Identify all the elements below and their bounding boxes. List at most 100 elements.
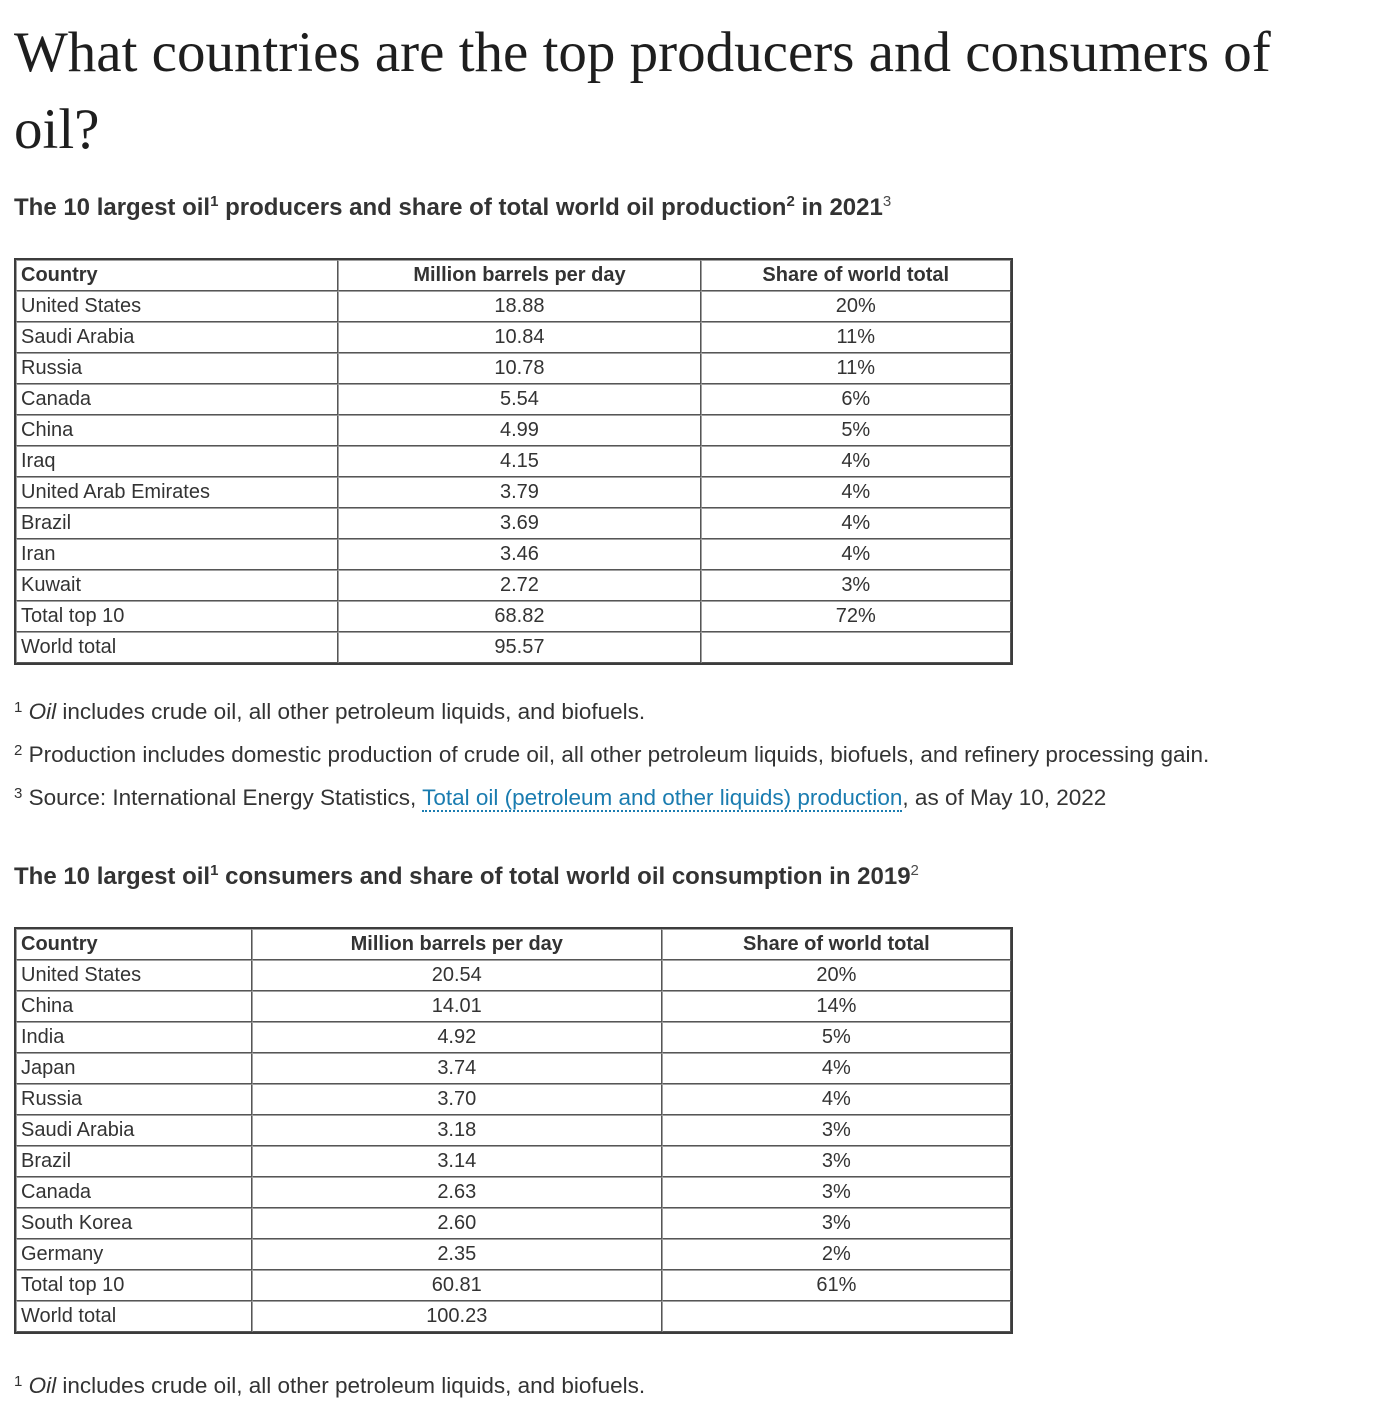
column-header-country: Country [16,260,339,291]
value-cell: 3.18 [251,1115,662,1146]
table-row: South Korea 2.60 3% [16,1208,1011,1239]
country-cell: Iran [16,539,339,570]
value-cell: 3.14 [251,1146,662,1177]
table-row: Canada 5.54 6% [16,384,1011,415]
table-row: China 14.01 14% [16,991,1011,1022]
country-cell: China [16,415,339,446]
share-cell: 4% [700,446,1011,477]
value-cell: 4.92 [251,1022,662,1053]
table-row: Brazil 3.14 3% [16,1146,1011,1177]
footnote-ref-1: 1 [210,862,219,879]
value-cell: 4.15 [338,446,701,477]
country-cell: Kuwait [16,570,339,601]
footnote-number: 3 [14,785,23,802]
page-title: What countries are the top producers and… [14,21,1271,161]
share-cell: 4% [661,1053,1011,1084]
share-cell [700,632,1011,663]
share-cell: 11% [700,322,1011,353]
share-cell: 2% [661,1239,1011,1270]
value-cell: 3.69 [338,508,701,539]
producers-heading-text: producers and share of total world oil p… [218,194,787,221]
country-cell: Total top 10 [16,601,339,632]
share-cell: 11% [700,353,1011,384]
footnote-1: 1 Oil includes crude oil, all other petr… [14,692,1364,735]
country-cell: United States [16,960,252,991]
share-cell: 4% [700,508,1011,539]
country-cell: Germany [16,1239,252,1270]
table-row: Canada 2.63 3% [16,1177,1011,1208]
country-cell: Brazil [16,1146,252,1177]
country-cell: Canada [16,384,339,415]
footnote-italic-term: Oil [22,699,57,724]
share-cell: 14% [661,991,1011,1022]
table-row: United States 18.88 20% [16,291,1011,322]
share-cell: 3% [661,1146,1011,1177]
table-row: United Arab Emirates 3.79 4% [16,477,1011,508]
value-cell: 3.79 [338,477,701,508]
production-source-link[interactable]: Total oil (petroleum and other liquids) … [422,785,903,812]
footnote-ref-2: 2 [786,193,795,210]
table-header-row: Country Million barrels per day Share of… [16,929,1011,960]
footnote-text: includes crude oil, all other petroleum … [56,699,646,724]
country-cell: Total top 10 [16,1270,252,1301]
value-cell: 3.70 [251,1084,662,1115]
column-header-barrels: Million barrels per day [338,260,701,291]
column-header-country: Country [16,929,252,960]
value-cell: 18.88 [338,291,701,322]
consumers-table: Country Million barrels per day Share of… [14,927,1013,1334]
share-cell: 20% [700,291,1011,322]
consumers-heading: The 10 largest oil1 consumers and share … [14,862,1364,891]
footnote-text: Production includes domestic production … [22,742,1210,767]
share-cell: 4% [700,539,1011,570]
footnote-ref-3: 3 [882,193,892,210]
share-cell: 3% [661,1115,1011,1146]
value-cell: 10.84 [338,322,701,353]
share-cell: 3% [661,1208,1011,1239]
share-cell: 3% [700,570,1011,601]
share-cell: 5% [700,415,1011,446]
footnote-number: 1 [14,1373,23,1390]
country-cell: World total [16,1301,252,1332]
footnote-text: Source: International Energy Statistics, [22,785,423,810]
footnote-number: 2 [14,742,23,759]
country-cell: Russia [16,353,339,384]
producers-footnotes: 1 Oil includes crude oil, all other petr… [14,692,1364,821]
footnote-2: 2 Production includes domestic productio… [14,735,1364,778]
table-row: Total top 10 68.82 72% [16,601,1011,632]
value-cell: 2.60 [251,1208,662,1239]
value-cell: 3.74 [251,1053,662,1084]
country-cell: South Korea [16,1208,252,1239]
producers-table: Country Million barrels per day Share of… [14,258,1013,665]
table-row: Russia 3.70 4% [16,1084,1011,1115]
table-row: United States 20.54 20% [16,960,1011,991]
share-cell: 20% [661,960,1011,991]
country-cell: United Arab Emirates [16,477,339,508]
share-cell [661,1301,1011,1332]
country-cell: World total [16,632,339,663]
value-cell: 20.54 [251,960,662,991]
value-cell: 10.78 [338,353,701,384]
share-cell: 5% [661,1022,1011,1053]
country-cell: Saudi Arabia [16,322,339,353]
consumers-heading-text: consumers and share of total world oil c… [218,863,911,890]
table-row: Kuwait 2.72 3% [16,570,1011,601]
producers-heading-text: The 10 largest oil [14,194,211,221]
table-header-row: Country Million barrels per day Share of… [16,260,1011,291]
country-cell: United States [16,291,339,322]
producers-heading: The 10 largest oil1 producers and share … [14,193,1364,222]
country-cell: Japan [16,1053,252,1084]
table-row: Germany 2.35 2% [16,1239,1011,1270]
value-cell: 14.01 [251,991,662,1022]
table-row: Iran 3.46 4% [16,539,1011,570]
country-cell: India [16,1022,252,1053]
table-row: Saudi Arabia 3.18 3% [16,1115,1011,1146]
share-cell: 3% [661,1177,1011,1208]
share-cell: 4% [661,1084,1011,1115]
table-row: Saudi Arabia 10.84 11% [16,322,1011,353]
country-cell: Canada [16,1177,252,1208]
value-cell: 2.35 [251,1239,662,1270]
share-cell: 61% [661,1270,1011,1301]
value-cell: 2.72 [338,570,701,601]
footnote-text: includes crude oil, all other petroleum … [56,1373,646,1398]
footnote-1: 1 Oil includes crude oil, all other petr… [14,1366,1364,1409]
